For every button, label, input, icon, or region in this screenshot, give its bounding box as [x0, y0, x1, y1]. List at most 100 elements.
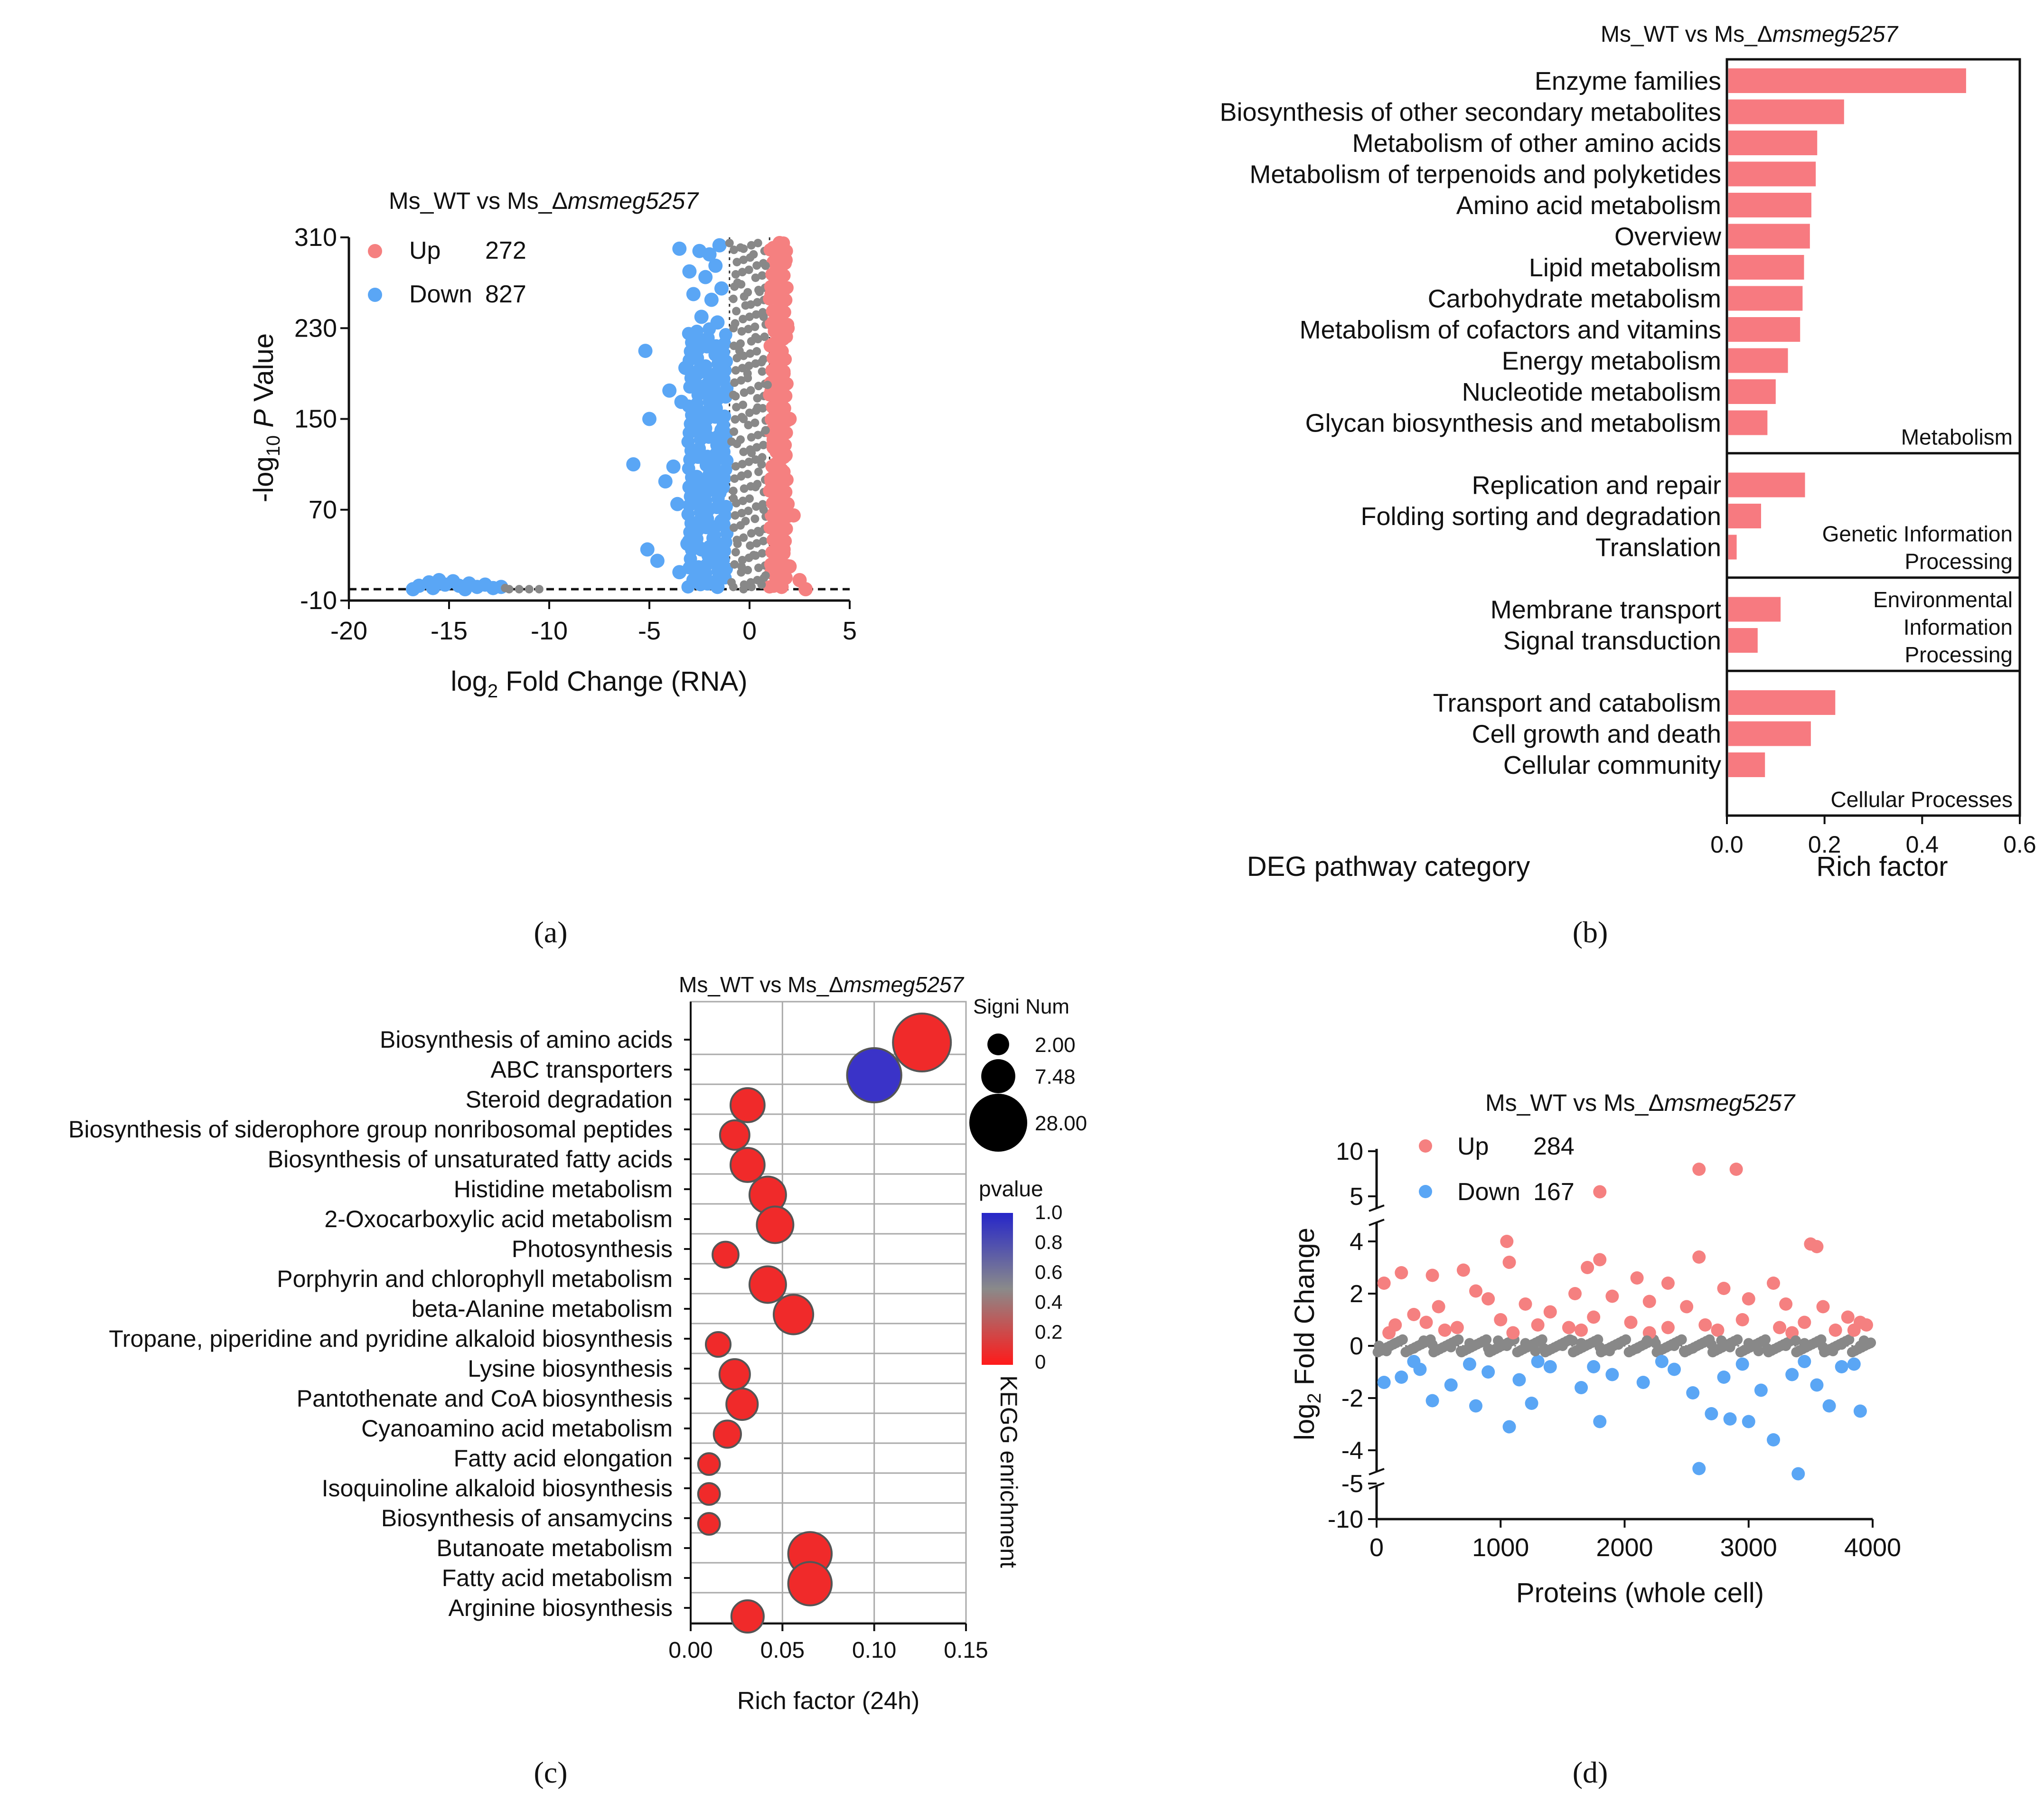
a-point	[782, 412, 797, 426]
a-point	[739, 255, 748, 264]
d-point	[1716, 1335, 1727, 1346]
a-point	[766, 519, 781, 534]
a-legend-count: 827	[485, 281, 526, 308]
d-point	[1444, 1378, 1458, 1392]
a-point	[755, 287, 764, 296]
d-xtick-label: 0	[1369, 1533, 1384, 1562]
a-point	[741, 516, 750, 526]
d-point	[1668, 1362, 1681, 1376]
a-point	[692, 446, 707, 460]
d-point	[1502, 1256, 1516, 1269]
panel-d-protein-fold-change: Ms_WT vs Ms_Δmsmeg5257 -10 -5 -4 -2 0 2 4 5 10 0 10…	[1289, 1089, 1901, 1608]
a-point	[760, 332, 769, 341]
a-point	[782, 559, 797, 574]
c-color-legend-title: pvalue	[979, 1176, 1043, 1201]
a-point	[750, 322, 759, 331]
a-point	[745, 494, 754, 503]
a-point	[761, 426, 770, 435]
d-point	[1568, 1287, 1582, 1300]
d-point	[1605, 1368, 1619, 1381]
a-point	[720, 500, 733, 514]
a-point	[779, 293, 793, 307]
c-bubble	[704, 1331, 732, 1358]
a-point	[672, 241, 687, 256]
c-color-tick-label: 1.0	[1035, 1201, 1062, 1223]
a-point	[774, 304, 789, 319]
a-point	[759, 536, 768, 545]
d-ytick-label: 4	[1350, 1228, 1363, 1256]
c-category-label: Butanoate metabolism	[436, 1535, 673, 1561]
a-point	[678, 360, 693, 375]
d-point	[1847, 1324, 1861, 1337]
a-point	[684, 417, 699, 432]
b-bar	[1728, 193, 1811, 217]
a-point	[642, 412, 656, 426]
d-axis-break	[1369, 1468, 1385, 1475]
a-point	[712, 344, 727, 358]
c-color-tick-label: 0.8	[1035, 1231, 1062, 1253]
a-point	[730, 560, 739, 569]
a-point	[694, 310, 709, 324]
b-group-label: Genetic Information	[1822, 522, 2013, 546]
a-point	[759, 441, 768, 450]
b-bar	[1728, 721, 1811, 746]
b-category-label: Translation	[1595, 534, 1721, 562]
d-point	[1630, 1271, 1644, 1285]
d-point	[1382, 1326, 1396, 1340]
c-category-label: Pantothenate and CoA biosynthesis	[297, 1385, 673, 1412]
d-point	[1381, 1346, 1392, 1356]
a-point	[738, 460, 747, 469]
a-point	[712, 238, 727, 253]
b-category-label: Cellular community	[1503, 751, 1721, 779]
d-point	[1742, 1292, 1755, 1305]
a-point	[702, 406, 717, 421]
a-point	[710, 315, 725, 330]
d-point	[1631, 1343, 1642, 1354]
d-point	[1754, 1383, 1768, 1397]
a-point	[768, 423, 783, 438]
a-point	[694, 542, 709, 557]
d-point	[1374, 1341, 1385, 1351]
b-category-label: Cell growth and death	[1472, 720, 1721, 749]
a-point	[727, 437, 736, 446]
d-axis-break	[1369, 1219, 1385, 1226]
a-point	[700, 332, 715, 347]
c-size-legend-marker	[981, 1059, 1015, 1093]
a-point	[754, 382, 763, 391]
d-point	[1760, 1334, 1771, 1345]
a-point	[754, 563, 763, 573]
d-point	[1753, 1346, 1764, 1356]
c-xtick-label: 0.05	[760, 1638, 805, 1663]
d-point	[1581, 1261, 1594, 1274]
b-bar	[1728, 628, 1758, 653]
chart-b-title: Ms_WT vs Ms_Δmsmeg5257	[1601, 22, 1899, 47]
a-point	[751, 273, 760, 282]
chart-a-title: Ms_WT vs Ms_Δmsmeg5257	[389, 188, 699, 214]
b-category-label: Biosynthesis of other secondary metaboli…	[1219, 98, 1721, 127]
c-bubble	[713, 1419, 742, 1449]
d-point	[1427, 1339, 1438, 1350]
a-point	[747, 582, 756, 592]
a-point	[753, 431, 762, 440]
a-point	[745, 312, 754, 321]
a-point	[751, 455, 760, 464]
b-bar	[1728, 255, 1804, 280]
d-point	[1816, 1300, 1830, 1314]
d-point	[1455, 1346, 1466, 1356]
d-point	[1453, 1334, 1464, 1345]
d-point	[1810, 1240, 1824, 1253]
chart-d-title: Ms_WT vs Ms_Δmsmeg5257	[1485, 1089, 1796, 1116]
chart-c-title: Ms_WT vs Ms_Δmsmeg5257	[679, 972, 964, 997]
c-bubble	[697, 1482, 721, 1506]
c-category-label: Isoquinoline alkaloid biosynthesis	[322, 1475, 673, 1502]
a-xtick-label: -15	[431, 617, 468, 645]
c-category-label: Biosynthesis of amino acids	[380, 1026, 673, 1053]
a-point	[730, 341, 739, 350]
d-point	[1686, 1386, 1700, 1399]
b-category-label: Energy metabolism	[1502, 347, 1721, 376]
d-legend-label: Down	[1457, 1178, 1520, 1206]
d-ytick-label: -5	[1341, 1470, 1363, 1498]
a-point	[650, 554, 665, 568]
d-point	[1543, 1305, 1557, 1319]
a-point	[708, 258, 723, 273]
